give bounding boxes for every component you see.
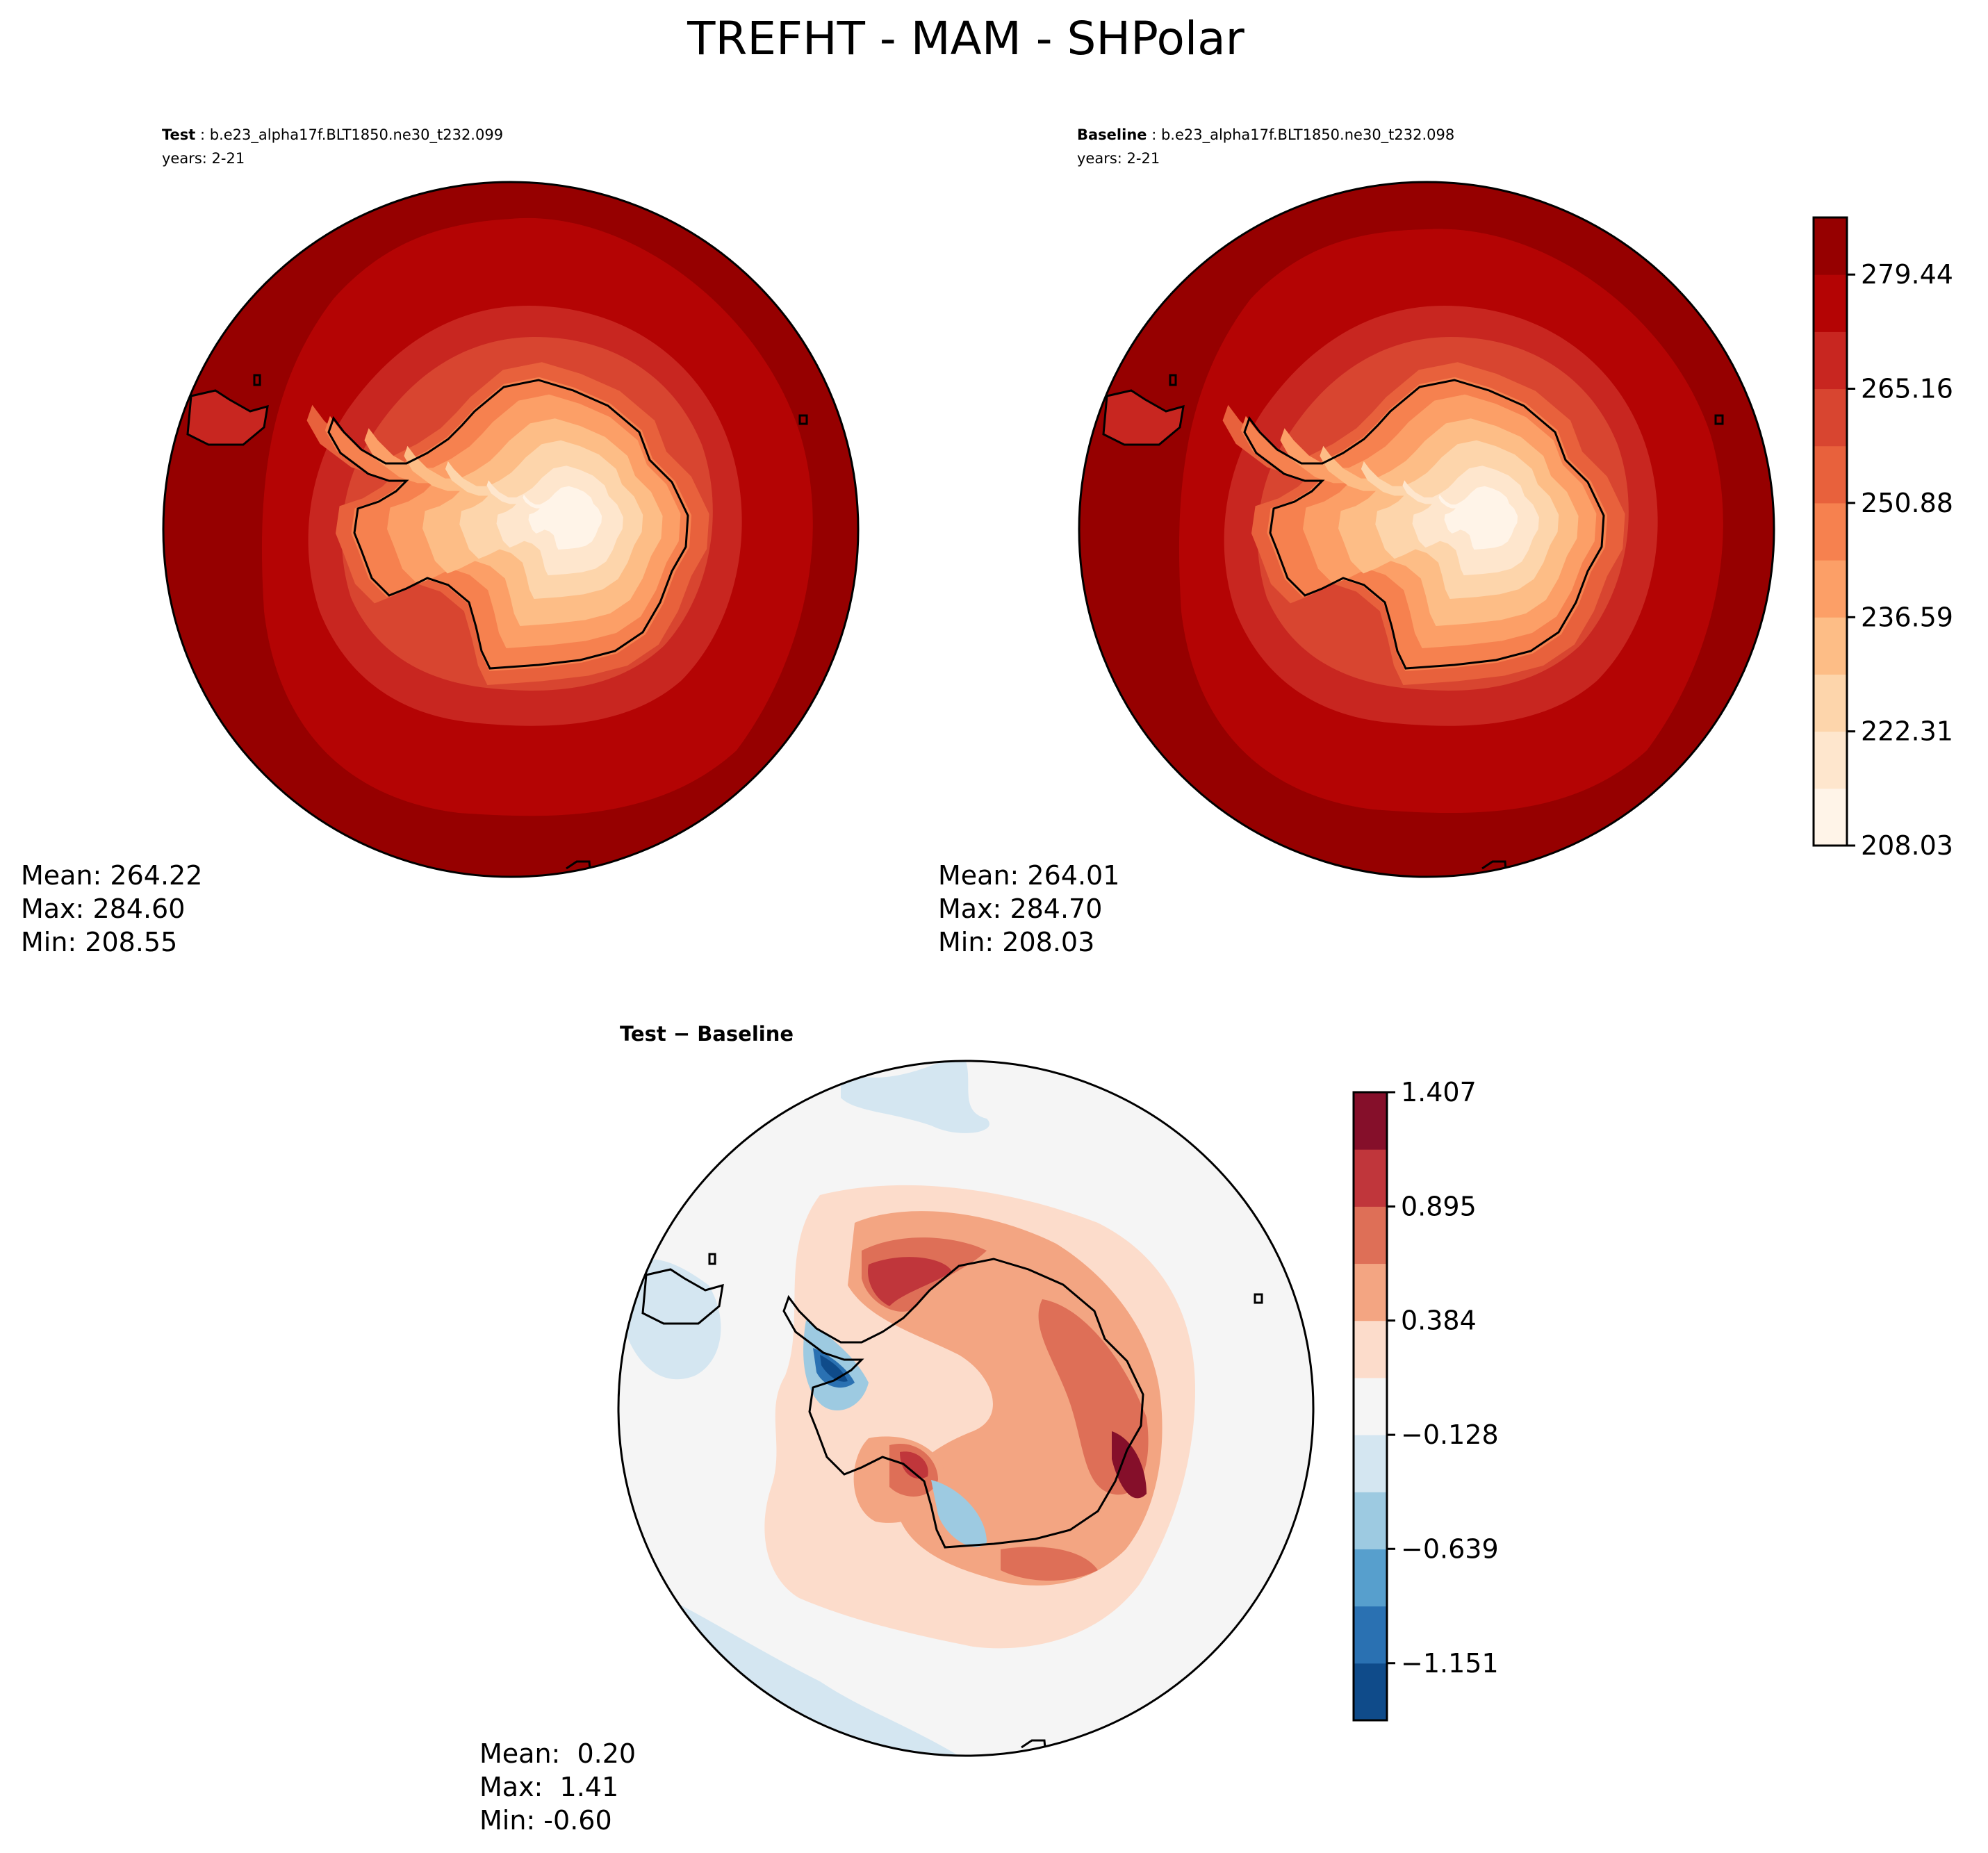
diff-colorbar-level-2: [1354, 1549, 1387, 1607]
test-stat-mean: Mean: 264.22: [21, 860, 202, 891]
diff-stat-max: Max: 1.41: [479, 1772, 618, 1802]
test-panel: Test : b.e23_alpha17f.BLT1850.ne30_t232.…: [21, 126, 860, 957]
diff-island-2: [708, 1253, 716, 1265]
main-colorbar-tick-label: 265.16: [1861, 374, 1953, 404]
main-colorbar-tick-label: 222.31: [1861, 716, 1953, 747]
diff-colorbar-level-6: [1354, 1320, 1387, 1378]
test-south-america-coast: [186, 389, 269, 446]
test-label-bold: Test: [162, 126, 195, 143]
diff-colorbar-tick-label: −0.639: [1401, 1533, 1499, 1564]
diff-colorbar-frame: [1352, 1091, 1388, 1722]
main-colorbar-level-3: [1814, 617, 1847, 675]
diff-pos-deep-2: [1112, 1431, 1147, 1499]
baseline-panel: Baseline : b.e23_alpha17f.BLT1850.ne30_t…: [938, 126, 1775, 957]
main-colorbar-tick-label: 208.03: [1861, 830, 1953, 861]
baseline-stat-max: Max: 284.70: [938, 893, 1102, 924]
diff-title: Test − Baseline: [620, 1022, 794, 1046]
main-colorbar-level-1: [1814, 731, 1847, 789]
diff-colorbar-tick-label: −0.128: [1401, 1419, 1499, 1450]
diff-island: [1254, 1293, 1263, 1304]
baseline-south-america-coast: [1102, 389, 1185, 446]
diff-south-america-coast: [641, 1268, 724, 1325]
diff-pos-strong-4: [1001, 1547, 1098, 1581]
main-colorbar-level-9: [1814, 274, 1847, 332]
diff-colorbar-level-8: [1354, 1206, 1387, 1265]
test-stat-max: Max: 284.60: [21, 893, 185, 924]
diff-colorbar-tick-label: −1.151: [1401, 1648, 1499, 1679]
diff-neg-ross: [931, 1480, 987, 1547]
figure-title: TREFHT - MAM - SHPolar: [687, 12, 1245, 65]
main-colorbar-level-5: [1814, 502, 1847, 561]
baseline-island-2: [1169, 374, 1177, 386]
baseline-label-rest: : b.e23_alpha17f.BLT1850.ne30_t232.098: [1147, 126, 1455, 144]
baseline-case-label: Baseline : b.e23_alpha17f.BLT1850.ne30_t…: [1077, 126, 1454, 144]
main-colorbar-tick-label: 279.44: [1861, 259, 1953, 290]
diff-stat-mean: Mean: 0.20: [479, 1738, 636, 1769]
baseline-stat-min: Min: 208.03: [938, 927, 1094, 957]
main-colorbar-level-4: [1814, 560, 1847, 618]
main-colorbar-level-6: [1814, 445, 1847, 504]
diff-map: [618, 1061, 1313, 1756]
baseline-map-border: [1078, 181, 1775, 878]
main-colorbar-frame: [1812, 216, 1848, 847]
diff-colorbar-level-4: [1354, 1435, 1387, 1492]
main-colorbar-tick-label: 236.59: [1861, 602, 1953, 632]
diff-neg-patch-left: [622, 1258, 721, 1380]
main-colorbar-tick-label: 250.88: [1861, 488, 1953, 518]
baseline-island: [1714, 414, 1724, 425]
baseline-years: years: 2-21: [1077, 150, 1160, 167]
test-island: [798, 414, 808, 425]
main-colorbar-level-10: [1814, 217, 1847, 275]
diff-colorbar-tick-label: 0.384: [1401, 1306, 1477, 1336]
diff-pos-deep-1: [868, 1257, 952, 1306]
test-case-label: Test : b.e23_alpha17f.BLT1850.ne30_t232.…: [162, 126, 503, 144]
test-years: years: 2-21: [162, 150, 245, 167]
main-colorbar-level-2: [1814, 674, 1847, 732]
test-label-rest: : b.e23_alpha17f.BLT1850.ne30_t232.099: [195, 126, 503, 144]
diff-colorbar-level-7: [1354, 1263, 1387, 1321]
test-map: [163, 182, 858, 877]
diff-map-border: [617, 1060, 1315, 1757]
diff-neg-patch-top: [841, 1061, 989, 1133]
diff-colorbar-level-9: [1354, 1149, 1387, 1207]
test-island-2: [253, 374, 261, 386]
baseline-stat-mean: Mean: 264.01: [938, 860, 1119, 891]
diff-colorbar-level-3: [1354, 1492, 1387, 1549]
diff-pos-deep-3: [900, 1451, 928, 1479]
test-map-border: [162, 181, 860, 878]
baseline-map: [1079, 182, 1774, 877]
diff-stat-min: Min: -0.60: [479, 1805, 612, 1836]
main-colorbar: 279.44 265.16 250.88 236.59 222.31 208.03: [1812, 216, 1953, 861]
diff-panel: Test − Baseline: [479, 1022, 1315, 1836]
main-colorbar-level-7: [1814, 388, 1847, 447]
main-colorbar-level-8: [1814, 331, 1847, 390]
diff-colorbar-level-5: [1354, 1377, 1387, 1435]
diff-colorbar: 1.407 0.895 0.384 −0.128 −0.639 −1.151: [1352, 1077, 1499, 1722]
diff-colorbar-level-0: [1354, 1663, 1387, 1721]
diff-colorbar-level-1: [1354, 1606, 1387, 1664]
main-colorbar-level-0: [1814, 788, 1847, 846]
diff-neg-peninsula-deep: [820, 1355, 848, 1382]
test-stat-min: Min: 208.55: [21, 927, 177, 957]
diff-colorbar-level-10: [1354, 1092, 1387, 1150]
baseline-label-bold: Baseline: [1077, 126, 1147, 143]
diff-colorbar-tick-label: 1.407: [1401, 1077, 1477, 1107]
diff-colorbar-tick-label: 0.895: [1401, 1191, 1477, 1221]
